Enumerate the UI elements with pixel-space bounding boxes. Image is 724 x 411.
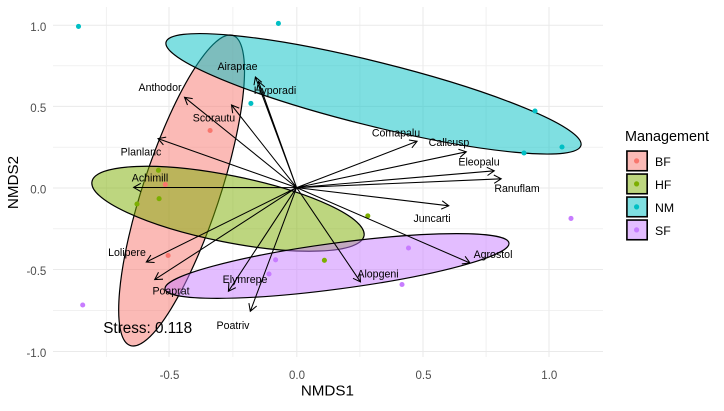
svg-text:Anthodor: Anthodor	[139, 82, 182, 94]
svg-text:0.0: 0.0	[30, 185, 46, 197]
svg-text:Stress: 0.118: Stress: 0.118	[103, 320, 192, 337]
svg-text:Airaprae: Airaprae	[217, 61, 257, 73]
svg-text:NMDS1: NMDS1	[301, 382, 354, 399]
svg-text:Ranuflam: Ranuflam	[494, 183, 540, 195]
svg-text:Poatriv: Poatriv	[217, 320, 251, 332]
svg-text:1.0: 1.0	[541, 370, 557, 382]
svg-text:Management: Management	[625, 129, 709, 145]
svg-text:Juncarti: Juncarti	[413, 213, 450, 225]
svg-text:1.0: 1.0	[30, 22, 46, 34]
svg-text:0.5: 0.5	[416, 370, 432, 382]
svg-text:0.5: 0.5	[30, 103, 46, 115]
svg-text:NMDS2: NMDS2	[5, 156, 22, 209]
svg-text:Lolipere: Lolipere	[108, 247, 146, 259]
svg-text:BF: BF	[655, 155, 671, 169]
svg-text:Planlanc: Planlanc	[121, 146, 162, 158]
svg-text:-1.0: -1.0	[26, 348, 46, 360]
svg-text:0.0: 0.0	[289, 370, 305, 382]
svg-text:-0.5: -0.5	[160, 370, 180, 382]
svg-text:Poaprat: Poaprat	[152, 286, 189, 298]
svg-text:Achimill: Achimill	[132, 172, 169, 184]
svg-text:Alopgeni: Alopgeni	[357, 268, 398, 280]
svg-text:Eleopalu: Eleopalu	[458, 156, 499, 168]
svg-text:Callcusp: Callcusp	[429, 137, 470, 149]
svg-text:Scorautu: Scorautu	[193, 112, 236, 124]
svg-text:NM: NM	[655, 201, 674, 215]
svg-text:Elymrepe: Elymrepe	[223, 274, 268, 286]
svg-text:Hyporadi: Hyporadi	[254, 85, 296, 97]
svg-text:Agrostol: Agrostol	[474, 249, 513, 261]
svg-text:Comapalu: Comapalu	[372, 127, 420, 139]
svg-text:SF: SF	[655, 224, 671, 238]
svg-text:HF: HF	[655, 178, 672, 192]
svg-text:-0.5: -0.5	[26, 266, 46, 278]
